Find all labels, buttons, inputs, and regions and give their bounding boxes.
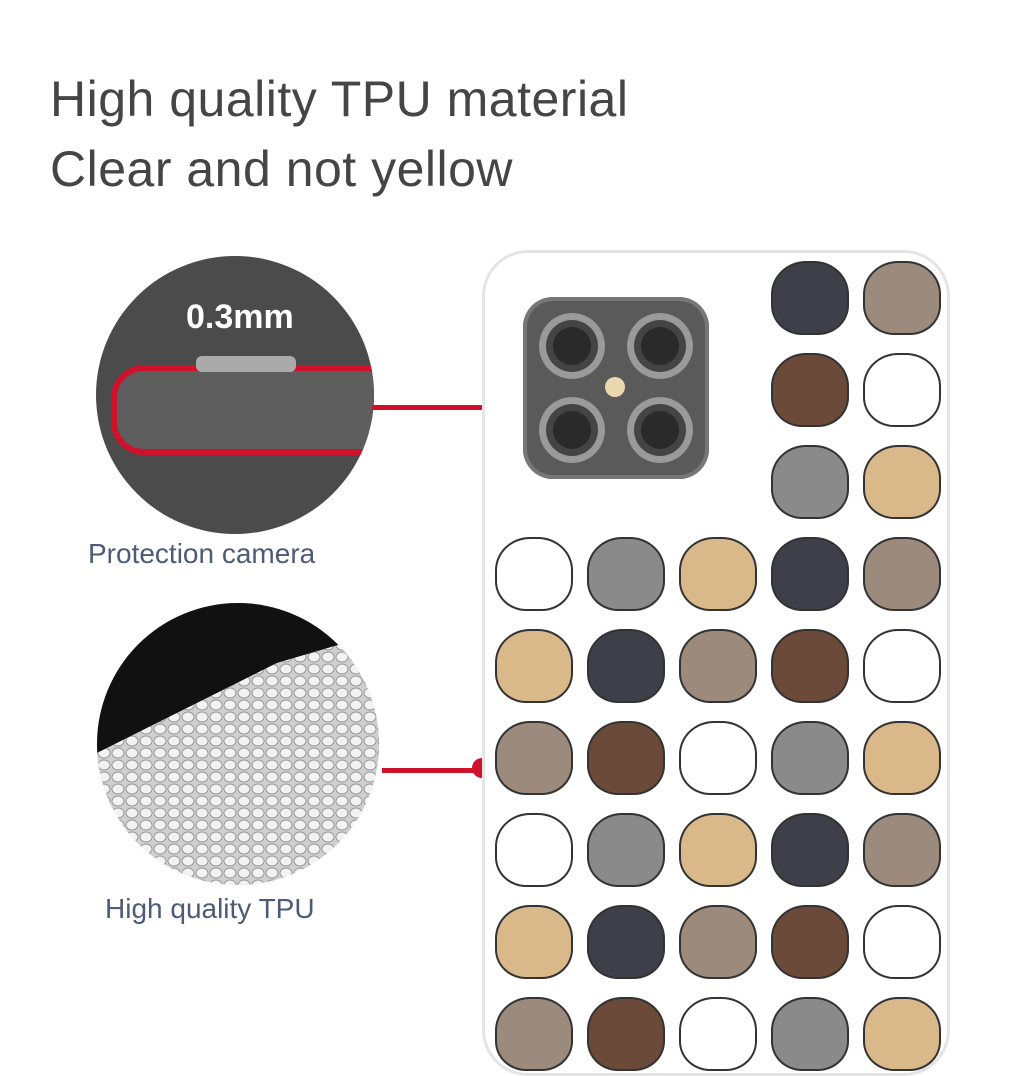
cat-illustration (863, 997, 941, 1071)
cat-illustration (863, 445, 941, 519)
high-quality-tpu-label: High quality TPU (105, 893, 315, 924)
cat-illustration (587, 905, 665, 979)
lens-icon (627, 313, 693, 379)
thickness-label: 0.3mm (186, 298, 294, 336)
cat-illustration (863, 905, 941, 979)
cat-illustration (863, 353, 941, 427)
cat-illustration (771, 353, 849, 427)
cat-illustration (679, 721, 757, 795)
lens-icon (539, 313, 605, 379)
protection-camera-label: Protection camera (88, 538, 316, 569)
cat-illustration (771, 721, 849, 795)
cat-illustration (863, 537, 941, 611)
cat-illustration (495, 813, 573, 887)
cat-illustration (863, 721, 941, 795)
cat-illustration (679, 997, 757, 1071)
cat-illustration (587, 721, 665, 795)
cat-illustration (771, 537, 849, 611)
tpu-granules-image (97, 603, 379, 885)
cat-illustration (771, 445, 849, 519)
cat-illustration (771, 629, 849, 703)
cat-illustration (863, 629, 941, 703)
cat-illustration (679, 905, 757, 979)
headline-line-1: High quality TPU material (50, 71, 629, 127)
cat-illustration (587, 813, 665, 887)
tpu-granules-closeup (97, 603, 379, 885)
cat-illustration (495, 997, 573, 1071)
lens-icon (539, 397, 605, 463)
camera-cutout (523, 297, 709, 479)
cat-illustration (587, 537, 665, 611)
cat-illustration (863, 261, 941, 335)
camera-protection-closeup: 0.3mm (96, 256, 374, 534)
flash-icon (605, 377, 625, 397)
phone-case (482, 250, 950, 1076)
pointer-line-material (382, 768, 482, 773)
cat-illustration (771, 905, 849, 979)
cat-illustration (679, 813, 757, 887)
cat-illustration (495, 629, 573, 703)
cat-illustration (679, 629, 757, 703)
cat-illustration (771, 813, 849, 887)
cat-illustration (495, 537, 573, 611)
cat-illustration (495, 721, 573, 795)
camera-lip-diagram (111, 356, 374, 455)
pointer-line-camera (372, 405, 522, 410)
cat-illustration (679, 537, 757, 611)
headline-line-2: Clear and not yellow (50, 141, 514, 197)
cat-illustration (587, 629, 665, 703)
cat-illustration (495, 905, 573, 979)
cat-illustration (863, 813, 941, 887)
lens-icon (627, 397, 693, 463)
cat-illustration (771, 997, 849, 1071)
cat-illustration (587, 997, 665, 1071)
cat-illustration (771, 261, 849, 335)
